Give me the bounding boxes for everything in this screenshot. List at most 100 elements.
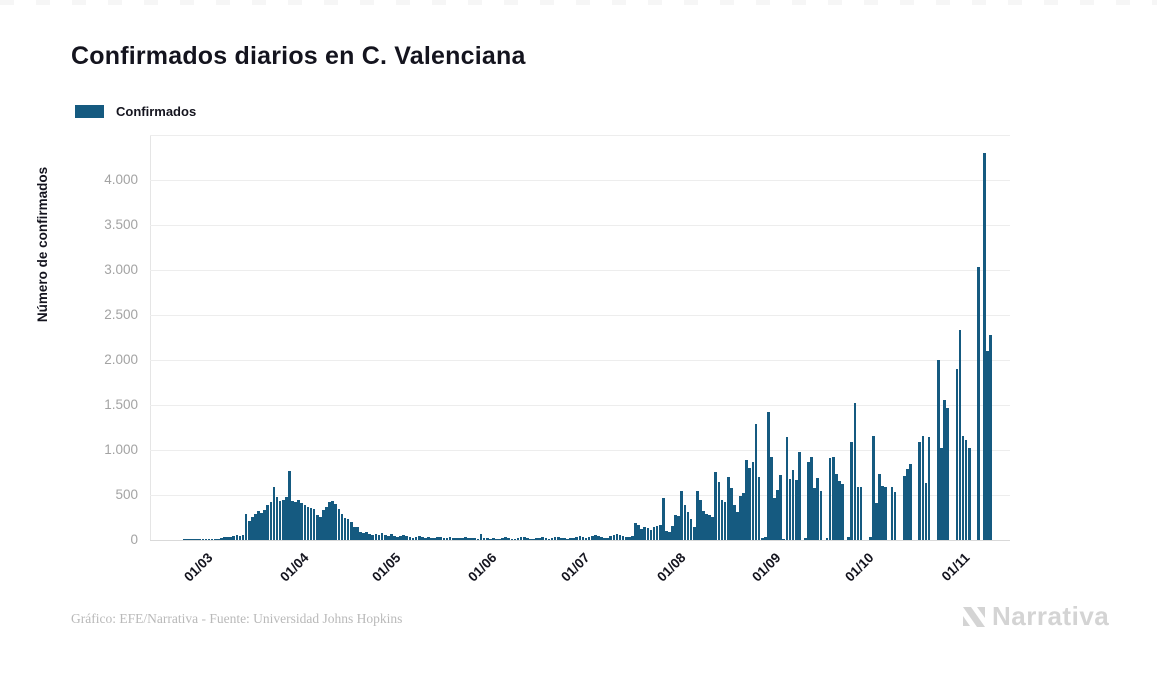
bar	[575, 536, 579, 540]
bar	[785, 436, 789, 540]
bar	[556, 536, 560, 540]
bar	[572, 538, 576, 540]
bar	[702, 511, 705, 540]
bar	[692, 526, 696, 540]
bar-chart-plot-area	[150, 135, 1010, 541]
bar	[559, 537, 563, 540]
bar	[600, 537, 603, 540]
gridline	[150, 495, 1010, 496]
bar	[420, 537, 424, 540]
bar	[306, 506, 310, 540]
bar	[402, 535, 406, 540]
bar	[767, 412, 770, 540]
bar	[689, 519, 693, 540]
x-axis-tick-label: 01/09	[749, 550, 785, 585]
bar	[964, 439, 968, 540]
bar	[936, 359, 940, 540]
bar	[745, 459, 749, 540]
bar	[671, 525, 674, 540]
legend-swatch	[75, 105, 104, 118]
bar	[393, 535, 396, 540]
bar	[294, 502, 297, 540]
bar	[733, 504, 736, 540]
bar	[331, 501, 334, 540]
y-axis-tick-label: 1.000	[104, 442, 138, 457]
bar	[717, 481, 721, 540]
bar	[386, 536, 390, 540]
bar	[204, 539, 208, 540]
bar	[890, 486, 894, 540]
narrativa-logo-icon	[963, 606, 985, 627]
bar	[210, 539, 214, 540]
bar	[813, 488, 817, 540]
bar	[878, 473, 881, 540]
y-axis-tick-label: 1.500	[104, 397, 138, 412]
bar	[476, 538, 480, 540]
bar	[634, 522, 637, 540]
bar	[927, 436, 931, 540]
bar	[275, 496, 279, 540]
x-axis-tick-label: 01/06	[465, 550, 500, 585]
bar	[346, 519, 350, 540]
bar	[439, 536, 443, 540]
bar	[624, 536, 628, 540]
bar	[195, 539, 199, 540]
bar	[553, 536, 557, 540]
bar	[541, 537, 545, 540]
bar	[618, 535, 622, 540]
bar	[278, 501, 282, 540]
bar	[677, 516, 681, 540]
bar	[189, 539, 192, 540]
gridline	[150, 315, 1010, 316]
bar	[507, 538, 511, 540]
x-axis-tick-label: 01/04	[276, 550, 312, 585]
bar	[695, 490, 699, 540]
bar	[751, 461, 755, 540]
bar	[213, 538, 217, 540]
bar	[881, 485, 885, 540]
bar	[424, 537, 427, 540]
gridline	[150, 135, 1010, 136]
bar	[590, 535, 594, 540]
bar	[958, 329, 962, 540]
bar	[810, 456, 813, 540]
bar	[906, 468, 909, 540]
legend: Confirmados	[75, 104, 196, 119]
bar	[291, 501, 294, 540]
bar	[532, 539, 535, 540]
bar	[303, 504, 307, 540]
bar	[711, 517, 715, 540]
bar	[334, 504, 338, 540]
narrativa-logo: Narrativa	[960, 601, 1109, 632]
bar	[207, 539, 211, 540]
bar	[909, 463, 912, 540]
bar	[464, 537, 467, 540]
x-axis-tick-label: 01/11	[938, 550, 973, 584]
bar	[495, 538, 498, 540]
bar	[646, 528, 650, 540]
bar	[794, 479, 798, 540]
gridline	[150, 450, 1010, 451]
bar	[501, 538, 504, 540]
bar	[365, 532, 368, 540]
bar	[723, 502, 727, 540]
bar	[223, 537, 226, 540]
bar	[640, 529, 643, 540]
bar	[893, 492, 897, 540]
bar	[235, 535, 239, 540]
bar	[430, 538, 433, 540]
bar	[587, 537, 591, 540]
bar	[328, 502, 331, 540]
bar	[819, 490, 823, 540]
bar	[411, 537, 415, 540]
bar	[405, 536, 409, 540]
bar	[550, 537, 554, 540]
bar	[544, 538, 548, 540]
bar	[763, 537, 767, 540]
bar	[643, 526, 647, 540]
bar	[569, 538, 572, 540]
bar	[488, 538, 492, 540]
bar	[359, 531, 362, 540]
bar	[989, 334, 993, 540]
bar	[612, 534, 616, 540]
